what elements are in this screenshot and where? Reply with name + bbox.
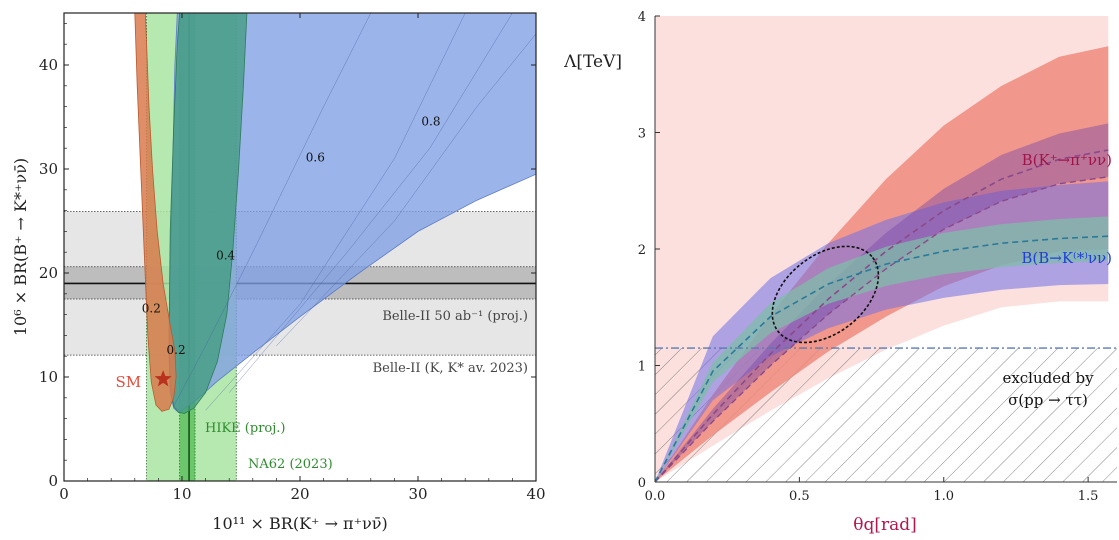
y-tick-label: 40 xyxy=(39,56,58,74)
left-annotations: 10¹¹ × BR(K⁺ → π⁺νν̄) 10⁶ × BR(B⁺ → K*⁺νν… xyxy=(11,114,528,533)
sm-label: SM xyxy=(115,373,141,391)
contour-line xyxy=(205,13,466,411)
x-tick-label: 20 xyxy=(290,485,309,503)
bmeson-inner-band xyxy=(655,216,1109,482)
x-tick-label: 0.5 xyxy=(789,489,810,504)
x-tick-label: 10 xyxy=(172,485,191,503)
y-tick-label: 2 xyxy=(638,243,646,258)
sm-star-marker xyxy=(154,370,172,387)
contour-line xyxy=(229,13,513,393)
kaon-inner-band xyxy=(655,123,1109,482)
x-tick-label: 1.0 xyxy=(933,489,954,504)
na62-label: NA62 (2023) xyxy=(248,457,333,472)
contour-label: 0.4 xyxy=(216,248,235,262)
bmeson-series-label: B(B→K⁽*⁾νν) xyxy=(1021,249,1112,267)
belle2-2023-label: Belle-II (K, K* av. 2023) xyxy=(373,361,528,376)
y-axis-label: 10⁶ × BR(B⁺ → K*⁺νν̄) xyxy=(11,158,30,336)
belle2-proj-label: Belle-II 50 ab⁻¹ (proj.) xyxy=(382,309,528,324)
bmeson-central-line xyxy=(655,235,1109,482)
y-tick-label: 0 xyxy=(638,476,646,491)
y-tick-label: 0 xyxy=(48,472,58,490)
y-tick-label: 30 xyxy=(39,160,58,178)
excluded-label-line1: excluded by xyxy=(1002,369,1094,387)
y-tick-label: 20 xyxy=(39,264,58,282)
x-tick-label: 1.5 xyxy=(1078,489,1099,504)
y-tick-label: 4 xyxy=(638,10,646,25)
x-axis-label: 10¹¹ × BR(K⁺ → π⁺νν̄) xyxy=(212,514,387,533)
contour-line xyxy=(276,33,536,346)
x-axis-label: θq[rad] xyxy=(853,515,917,535)
x-tick-label: 0.0 xyxy=(645,489,666,504)
kaon-series-label: B(K⁺→π⁺νν) xyxy=(1022,151,1112,169)
x-tick-label: 0 xyxy=(59,485,69,503)
right-axis-ticks: 0.0 0.5 1.0 1.5 0 1 2 3 4 xyxy=(638,10,1099,504)
right-plot-area xyxy=(655,16,1117,482)
hike-label: HIKE (proj.) xyxy=(205,421,285,436)
left-axis-ticks: 0 10 20 30 40 0 10 20 30 40 xyxy=(39,13,546,503)
teal-allowed-region xyxy=(168,13,248,414)
kaon-central-line xyxy=(655,149,1109,482)
orange-allowed-region xyxy=(134,13,177,412)
left-chart: 0 10 20 30 40 0 10 20 30 40 10¹¹ × BR(K⁺ → π⁺νν̄)… xyxy=(11,12,546,533)
contour-label: 0.2 xyxy=(167,343,186,357)
y-tick-label: 3 xyxy=(638,127,646,142)
right-chart: 0.0 0.5 1.0 1.5 0 1 2 3 4 Λ[TeV] θq[rad] B(K⁺→π⁺νν… xyxy=(563,10,1117,535)
allowed-regions xyxy=(134,13,536,414)
y-axis-label: Λ[TeV] xyxy=(563,52,622,72)
left-plot-area xyxy=(64,13,536,481)
y-tick-label: 10 xyxy=(39,368,58,386)
contour-label: 0.2 xyxy=(142,302,161,316)
excluded-label-line2: σ(pp → ττ) xyxy=(1008,391,1088,409)
coupling-bands xyxy=(655,16,1117,482)
fit-ellipse xyxy=(771,245,880,344)
kaon-lower-line xyxy=(655,176,1109,482)
contour-label: 0.6 xyxy=(306,151,325,165)
contour-lines xyxy=(173,13,536,411)
contour-label: 0.8 xyxy=(421,114,440,128)
x-tick-label: 30 xyxy=(408,485,427,503)
x-tick-label: 40 xyxy=(526,485,545,503)
contour-line xyxy=(173,13,372,407)
right-annotations: Λ[TeV] θq[rad] B(K⁺→π⁺νν) B(B→K⁽*⁾νν) exclud… xyxy=(563,52,1112,535)
y-tick-label: 1 xyxy=(638,360,646,375)
